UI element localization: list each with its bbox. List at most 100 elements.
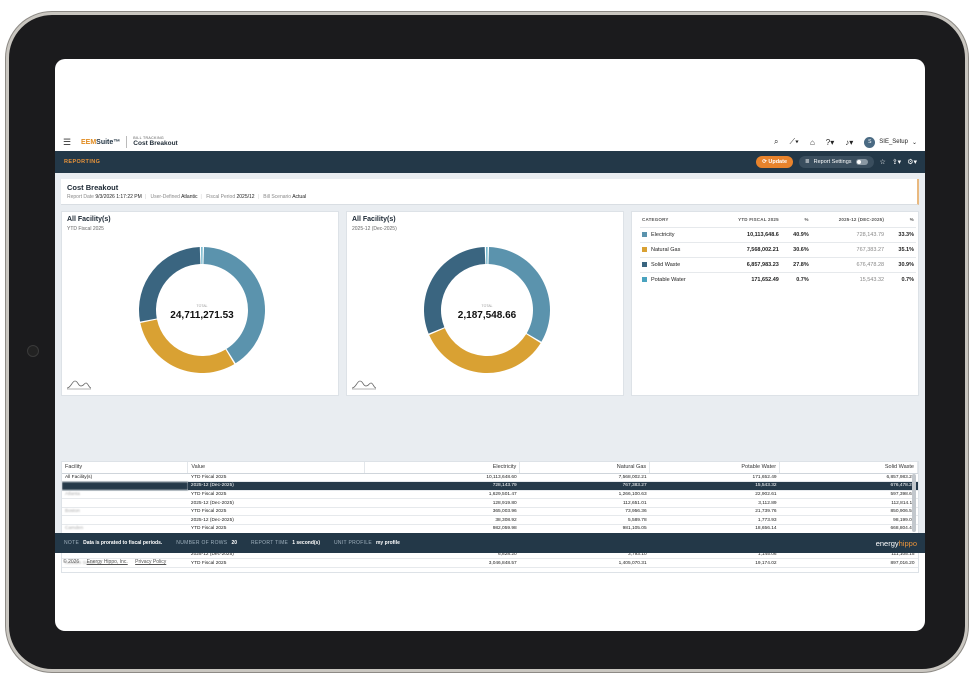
cell-waste: 597,398.68 — [779, 490, 918, 500]
col-electricity[interactable]: Electricity — [364, 462, 521, 474]
donut-slice-potable-water[interactable] — [201, 247, 203, 265]
month-pct: 33.3% — [886, 227, 916, 243]
category-row[interactable]: Natural Gas 7,568,002.21 30.6% 767,383.2… — [640, 242, 916, 258]
category-row[interactable]: Potable Water 171,652.49 0.7% 15,543.32 … — [640, 272, 916, 287]
profile-label: UNIT PROFILE — [334, 540, 372, 546]
col-month[interactable]: 2025-12 (DEC-2025) — [838, 217, 885, 222]
cell-gas: 73,956.36 — [519, 507, 650, 517]
col-month-pct[interactable]: % — [909, 217, 914, 222]
data-table-body: All Facility(s) YTD Fiscal 2025 10,113,648… — [62, 473, 918, 569]
donut-card-ytd: All Facility(s) YTD Fiscal 2025 TOTAL 24… — [61, 211, 339, 396]
cell-value: 2025-12 (Dec-2025) — [187, 498, 365, 508]
donut-slice-potable-water[interactable] — [486, 247, 488, 265]
table-row[interactable]: 2025-12 (Dec-2025) 728,143.79 767,383.27 15… — [62, 481, 918, 491]
camera-icon — [27, 345, 39, 357]
category-row[interactable]: Solid Waste 6,857,983.23 27.8% 676,478.2… — [640, 257, 916, 273]
category-header-row: CATEGORY YTD FISCAL 2025 % 2025-12 (DEC-… — [640, 216, 916, 228]
settings-icon: ≣ — [805, 159, 810, 165]
privacy-link[interactable]: Privacy Policy — [135, 559, 167, 565]
home-icon[interactable]: ⌂ — [809, 137, 815, 147]
cell-value: 2025-12 (Dec-2025) — [187, 550, 365, 560]
donut-slice-solid-waste[interactable] — [424, 247, 486, 334]
donut-card-month: All Facility(s) 2025-12 (Dec-2025) TOTAL… — [346, 211, 624, 396]
col-potable-water[interactable]: Potable Water — [649, 462, 781, 474]
profile-value: my profile — [375, 540, 400, 546]
hamburger-icon[interactable]: ☰ — [63, 136, 72, 147]
screen: ☰ EEMSuite™ BILL TRACKING Cost Breakout … — [55, 59, 925, 631]
donut-chart-ytd — [139, 247, 266, 373]
search-icon[interactable]: ⌕ — [773, 137, 779, 146]
donut-slice-electricity[interactable] — [203, 247, 266, 364]
ytd-value: 7,568,002.21 — [712, 242, 781, 258]
col-ytd[interactable]: YTD FISCAL 2025 — [738, 217, 779, 222]
cell-elec: 38,308.92 — [364, 515, 520, 526]
col-natural-gas[interactable]: Natural Gas — [519, 462, 651, 474]
col-solid-waste[interactable]: Solid Waste — [779, 462, 918, 474]
table-row[interactable]: 2025-12 (Dec-2025) 38,308.92 5,589.78 1,773… — [62, 515, 918, 526]
cell-elec: 10,113,648.60 — [364, 473, 520, 483]
report-settings-button[interactable]: ≣ Report Settings — [799, 156, 874, 168]
category-name: Potable Water — [651, 277, 686, 283]
chart-icon[interactable]: ⟋▾ — [789, 137, 799, 146]
cell-water: 18,656.14 — [649, 524, 780, 534]
app-logo[interactable]: EEMSuite™ — [81, 138, 121, 146]
table-row[interactable]: Newark South YTD Fiscal 2025 3,046,848.57 1… — [62, 558, 918, 569]
table-row[interactable]: Camden YTD Fiscal 2025 982,059.98 981,105.0… — [62, 524, 918, 534]
user-menu[interactable]: S SIE_Setup ⌄ — [864, 136, 917, 148]
gear-icon[interactable]: ⚙▾ — [907, 159, 917, 166]
cell-elec: 728,143.79 — [364, 481, 520, 491]
cell-elec: 6,828.20 — [364, 550, 520, 560]
table-row[interactable]: Boston YTD Fiscal 2025 365,003.96 73,956.36… — [62, 507, 918, 517]
donut-slice-electricity[interactable] — [488, 247, 550, 342]
donut-slice-solid-waste[interactable] — [139, 247, 201, 322]
legend-swatch — [642, 262, 647, 268]
ytd-value: 10,113,648.6 — [712, 227, 781, 243]
cell-facility — [62, 498, 188, 508]
table-row[interactable]: All Facility(s) YTD Fiscal 2025 10,113,648… — [62, 473, 918, 483]
cell-waste: 6,857,983.23 — [779, 473, 918, 483]
help-icon[interactable]: ?▾ — [825, 137, 835, 147]
cell-value: YTD Fiscal 2025 — [187, 558, 365, 569]
total-label: TOTAL — [196, 304, 208, 308]
cell-elec: 3,046,848.57 — [364, 558, 520, 569]
rows-value: 20 — [231, 540, 237, 546]
category-row[interactable]: Electricity 10,113,648.6 40.9% 728,143.7… — [640, 227, 916, 243]
company-link[interactable]: Energy Hippo, Inc. — [86, 559, 128, 565]
breadcrumb-section[interactable]: BILL TRACKING — [133, 135, 164, 140]
col-facility[interactable]: Facility — [62, 462, 189, 474]
month-value: 676,478.28 — [810, 257, 887, 273]
cell-water: 21,739.76 — [649, 507, 780, 517]
trend-icon[interactable] — [66, 378, 92, 390]
cell-water: 171,652.49 — [649, 473, 780, 483]
table-row[interactable]: Atlanta YTD Fiscal 2025 1,629,501.47 1,266,… — [62, 490, 918, 500]
rows-label: NUMBER OF ROWS — [176, 540, 228, 546]
settings-toggle[interactable] — [855, 159, 868, 165]
cell-waste: 897,016.20 — [779, 558, 918, 569]
avatar: S — [864, 136, 876, 148]
bell-icon[interactable]: ♪▾ — [845, 137, 854, 147]
cell-gas: 767,383.27 — [519, 481, 650, 491]
page-title: Cost Breakout — [133, 139, 178, 147]
cell-gas: 1,266,100.63 — [519, 490, 650, 500]
card-title: All Facility(s) — [67, 216, 111, 223]
export-icon[interactable]: ⇪▾ — [891, 159, 902, 166]
table-row[interactable]: 2025-12 (Dec-2025) 6,828.20 3,793.10 1,145.… — [62, 550, 918, 560]
donut-slice-natural-gas[interactable] — [429, 328, 541, 373]
col-category[interactable]: CATEGORY — [642, 217, 669, 222]
col-ytd-pct[interactable]: % — [804, 217, 809, 222]
reporting-bar: REPORTING ⟳ Update ≣ Report Settings ☆ ⇪▾… — [55, 151, 925, 173]
cell-facility — [62, 515, 188, 526]
col-value[interactable]: Value — [187, 462, 366, 474]
update-button[interactable]: ⟳ Update — [756, 156, 793, 168]
cell-elec: 982,059.98 — [364, 524, 520, 534]
star-icon[interactable]: ☆ — [879, 159, 886, 166]
cell-elec: 1,629,501.47 — [364, 490, 520, 500]
cell-waste: 111,105.15 — [779, 550, 918, 560]
cell-gas: 981,105.05 — [519, 524, 650, 534]
copyright-year: © 2026 — [63, 559, 80, 565]
trend-icon[interactable] — [351, 378, 377, 390]
cell-water: 15,543.32 — [649, 481, 780, 491]
scrollbar[interactable] — [912, 474, 916, 532]
table-row[interactable]: 2025-12 (Dec-2025) 128,919.80 112,651.01 3,… — [62, 498, 918, 508]
donut-slice-natural-gas[interactable] — [140, 319, 235, 373]
